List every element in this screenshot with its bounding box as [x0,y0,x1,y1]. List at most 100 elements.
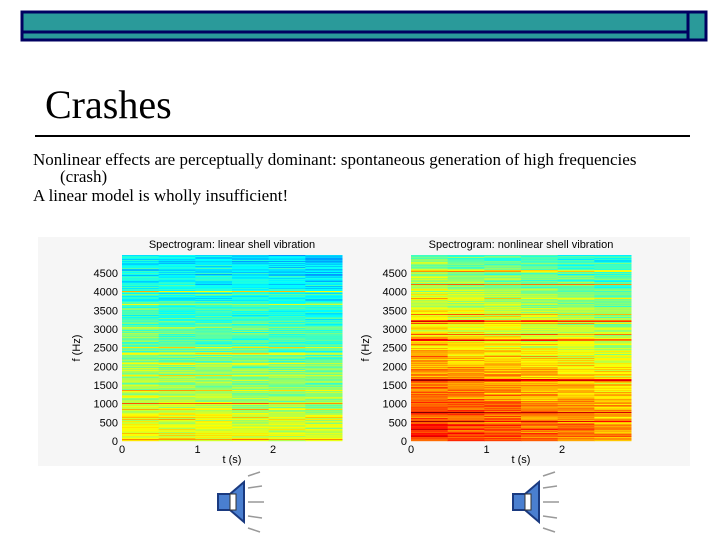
spectrogram-cell [158,258,196,260]
spectrogram-cell [594,284,632,286]
spectrogram-cell [484,334,522,336]
spectrogram-cell [232,418,270,420]
spectrogram-cell [232,348,270,350]
spectrogram-cell [484,343,522,345]
spectrogram-cell [521,305,559,307]
spectrogram-cell [594,412,632,414]
spectrogram-cell [232,275,270,277]
spectrogram-cell [521,368,559,370]
spectrogram-cell [195,348,233,350]
spectrogram-cell [447,259,485,261]
spectrogram-cell [557,332,595,334]
spectrogram-cell [521,256,559,258]
spectrogram-cell [521,390,559,392]
x-tick-label: 2 [270,444,276,456]
spectrogram-cell [521,291,559,293]
spectrogram-cell [521,270,559,272]
spectrogram-cell [557,347,595,349]
spectrogram-cell [122,426,160,428]
spectrogram-cell [594,319,632,321]
spectrogram-cell [594,264,632,266]
spectrogram-cell [521,382,559,384]
spectrogram-cell [447,293,485,295]
spectrogram-cell [447,400,485,402]
spectrogram-cell [557,298,595,300]
body-line: (crash) [60,167,107,186]
spectrogram-cell [195,424,233,426]
spectrogram-cell [557,380,595,382]
spectrogram-cell [411,416,449,418]
spectrogram-cell [268,361,306,363]
spectrogram-cell [447,431,485,433]
spectrogram-cell [484,342,522,344]
spectrogram-cell [557,355,595,357]
spectrogram-cell [195,369,233,371]
spectrogram-cell [521,286,559,288]
spectrogram-cell [484,373,522,375]
spectrogram-cell [594,361,632,363]
spectrogram-cell [232,378,270,380]
spectrogram-cell [594,265,632,267]
spectrogram-cell [195,295,233,297]
spectrogram-cell [305,425,343,427]
spectrogram-cell [411,378,449,380]
spectrogram-cell [232,413,270,415]
spectrogram-cell [447,367,485,369]
spectrogram-cell [305,268,343,270]
spectrogram-cell [594,364,632,366]
spectrogram-cell [122,429,160,431]
spectrogram-cell [411,280,449,282]
spectrogram-cell [557,325,595,327]
spectrogram-cell [232,356,270,358]
spectrogram-cell [122,308,160,310]
spectrogram-cell [305,260,343,262]
spectrogram-cell [484,412,522,414]
spectrogram-cell [411,371,449,373]
spectrogram-cell [122,399,160,401]
spectrogram-cell [557,412,595,414]
spectrogram-cell [158,378,196,380]
spectrogram-cell [484,337,522,339]
spectrogram-cell [195,324,233,326]
spectrogram-cell [521,320,559,322]
spectrogram-cell [521,263,559,265]
spectrogram-cell [268,428,306,430]
spectrogram-cell [521,296,559,298]
spectrogram-cell [158,271,196,273]
spectrogram-cell [232,285,270,287]
spectrogram-cell [268,311,306,313]
spectrogram-cell [268,264,306,266]
spectrogram-cell [158,275,196,277]
spectrogram-cell [411,320,449,322]
spectrogram-cell [122,284,160,286]
spectrogram-cell [521,408,559,410]
spectrogram-cell [195,310,233,312]
spectrogram-cell [305,322,343,324]
spectrogram-cell [122,258,160,260]
spectrogram-cell [594,382,632,384]
spectrogram-cell [232,310,270,312]
spectrogram-cell [305,387,343,389]
spectrogram-cell [158,284,196,286]
spectrogram-cell [594,406,632,408]
spectrogram-cell [447,322,485,324]
spectrogram-cell [305,397,343,399]
spectrogram-cell [521,430,559,432]
spectrogram-cell [232,431,270,433]
spectrogram-cell [268,281,306,283]
spectrogram-cell [195,407,233,409]
spectrogram-cell [195,356,233,358]
spectrogram-cell [521,335,559,337]
spectrogram-cell [268,337,306,339]
spectrogram-cell [521,293,559,295]
spectrogram-cell [484,353,522,355]
spectrogram-cell [557,370,595,372]
spectrogram-cell [411,301,449,303]
spectrogram-cell [232,284,270,286]
spectrogram-cell [484,382,522,384]
spectrogram-cell [232,322,270,324]
spectrogram-cell [195,302,233,304]
spectrogram-cell [447,370,485,372]
spectrogram-cell [158,372,196,374]
spectrogram-cell [594,312,632,314]
